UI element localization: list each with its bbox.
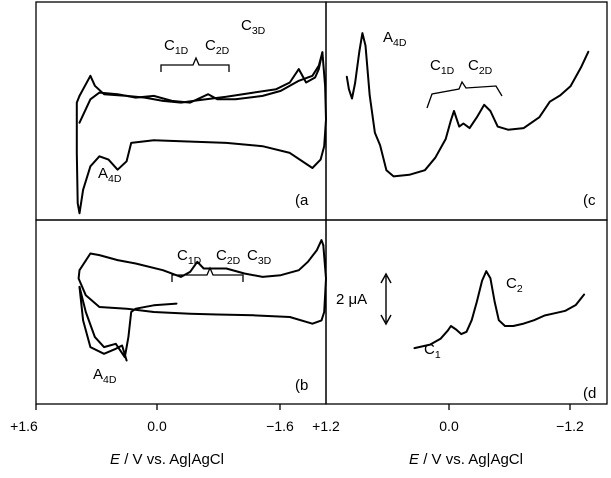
- panel-b-label-c3d: C3D: [247, 247, 272, 267]
- panel-c-curves: [345, 32, 590, 178]
- panel-b-bracket: [171, 266, 244, 282]
- panel-c-frame: [325, 1, 608, 221]
- panel-d-curves: [413, 270, 586, 350]
- panel-c-curve-1: [345, 32, 590, 178]
- panel-b-label-c1d: C1D: [177, 247, 202, 267]
- panel-c-label-c2d: C2D: [468, 57, 493, 77]
- panel-b-label-a4d: A4D: [93, 366, 117, 386]
- panel-d-label-c2: C2: [506, 275, 523, 295]
- x-tick-label: 0.0: [147, 418, 167, 434]
- panel-b-curves: [77, 239, 327, 362]
- panel-a-id: (a: [295, 192, 309, 209]
- panel-d-frame: [325, 219, 608, 405]
- x-tick-label: −1.6: [266, 418, 294, 434]
- x-axis-title-left: E / V vs. Ag|AgCl: [110, 451, 224, 468]
- panel-c-id: (c: [583, 192, 596, 209]
- panel-b-curve-4: [78, 285, 128, 362]
- panel-a-label-a4d: A4D: [98, 165, 122, 185]
- x-tick-label: +1.6: [10, 418, 38, 434]
- panel-a-frame: [35, 1, 327, 221]
- x-tick-label: −1.2: [556, 418, 584, 434]
- panel-d-label-c1: C1: [424, 341, 441, 361]
- panel-c-bracket: [426, 80, 503, 109]
- panel-d-id: (d: [583, 385, 596, 402]
- x-tick-label: 0.0: [439, 418, 459, 434]
- panel-b-curve-2: [77, 244, 327, 325]
- scale-bar-arrow-up: [380, 272, 392, 284]
- panel-c-label-a4d: A4D: [383, 29, 407, 49]
- panel-b-label-c2d: C2D: [216, 247, 241, 267]
- panel-a-label-c1d: C1D: [164, 37, 189, 57]
- scale-bar-arrow-down: [380, 314, 392, 326]
- panel-a-curve-1: [78, 51, 324, 124]
- panel-a-label-c2d: C2D: [205, 37, 230, 57]
- scale-bar-label: 2 μA: [336, 291, 367, 308]
- x-tick-label: +1.2: [312, 418, 340, 434]
- panel-a-bracket: [160, 56, 230, 72]
- panel-a-curve-3: [75, 51, 327, 215]
- x-axis-title-right: E / V vs. Ag|AgCl: [409, 451, 523, 468]
- panel-a-label-c3d: C3D: [241, 17, 266, 37]
- panel-c-label-c1d: C1D: [430, 57, 455, 77]
- panel-a-curves: [75, 51, 327, 215]
- panel-d-curve-1: [413, 270, 586, 350]
- panel-b-id: (b: [295, 377, 308, 394]
- panel-b-curve-1: [78, 239, 325, 278]
- panel-b-curve-3: [78, 285, 178, 359]
- panel-a-curve-2: [78, 51, 324, 104]
